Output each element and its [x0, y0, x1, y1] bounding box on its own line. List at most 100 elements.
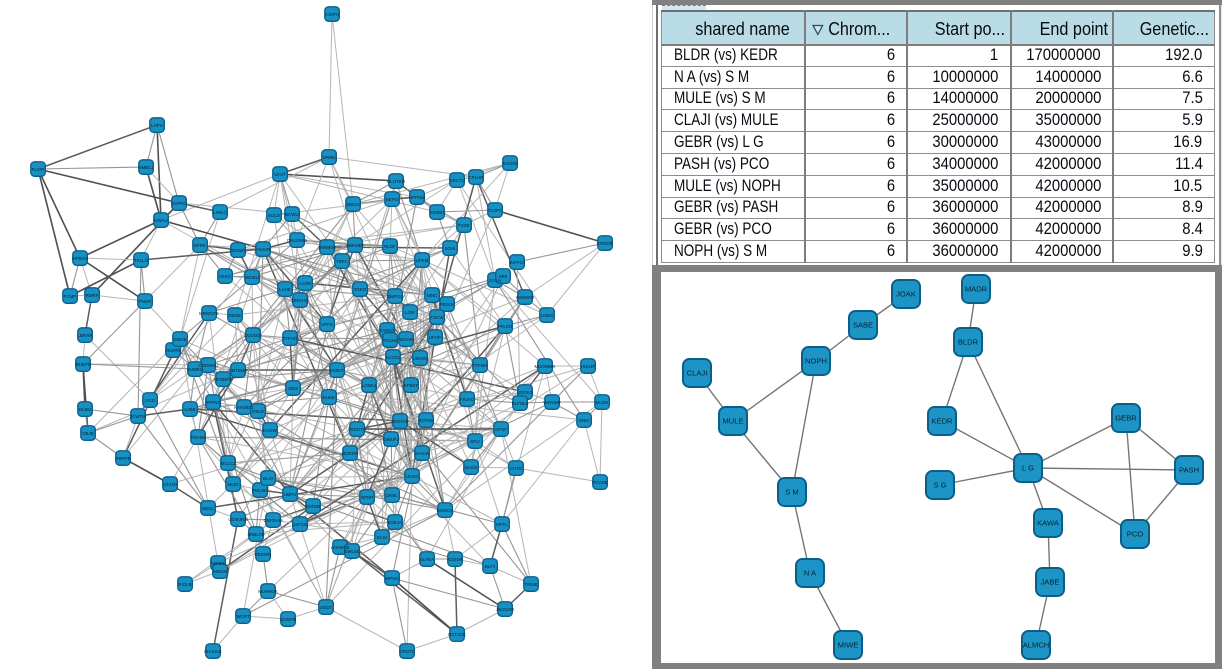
- svg-text:LAHE: LAHE: [279, 287, 291, 292]
- svg-text:BLHI: BLHI: [263, 476, 273, 481]
- svg-text:KAKWDG: KAKWDG: [234, 405, 254, 410]
- svg-text:KMIUT: KMIUT: [330, 368, 344, 373]
- svg-text:MFFL: MFFL: [496, 522, 508, 527]
- svg-text:MUOWMK: MUOWMK: [535, 364, 556, 369]
- svg-text:LJSK: LJSK: [405, 310, 416, 315]
- svg-text:EUKE: EUKE: [323, 395, 335, 400]
- svg-text:ALMCH: ALMCH: [1023, 641, 1050, 650]
- svg-text:PMUSKI: PMUSKI: [252, 488, 269, 493]
- svg-text:JOAK: JOAK: [896, 290, 916, 299]
- svg-text:JCWTW: JCWTW: [130, 414, 147, 419]
- svg-text:UPKM: UPKM: [416, 258, 429, 263]
- svg-text:TSCW: TSCW: [431, 315, 445, 320]
- svg-text:DKBL: DKBL: [386, 493, 398, 498]
- svg-text:WWMGR: WWMGR: [516, 295, 535, 300]
- svg-text:TGJPC: TGJPC: [488, 208, 502, 213]
- svg-text:MIWE: MIWE: [838, 641, 859, 650]
- svg-text:WOAR: WOAR: [399, 337, 413, 342]
- svg-text:GEBR: GEBR: [1115, 414, 1137, 423]
- svg-text:HPPDM: HPPDM: [409, 195, 425, 200]
- svg-text:UAALW: UAALW: [414, 451, 430, 456]
- svg-text:AJJW: AJJW: [299, 281, 311, 286]
- svg-text:UHJT: UHJT: [274, 172, 286, 177]
- svg-text:MRWCFE: MRWCFE: [199, 311, 219, 316]
- svg-text:NLDF: NLDF: [384, 244, 396, 249]
- svg-text:FRJAC: FRJAC: [460, 397, 474, 402]
- svg-text:OCTJOC: OCTJOC: [448, 632, 466, 637]
- svg-text:BCWU: BCWU: [285, 212, 298, 217]
- svg-text:DMTBMK: DMTBMK: [228, 368, 247, 373]
- svg-text:BLDR: BLDR: [958, 338, 979, 347]
- svg-text:S M: S M: [785, 488, 799, 497]
- svg-text:TKHSK: TKHSK: [191, 435, 206, 440]
- svg-text:DLBM: DLBM: [79, 407, 92, 412]
- svg-text:CLAJI: CLAJI: [687, 369, 708, 378]
- svg-text:LIWLO: LIWLO: [213, 210, 227, 215]
- svg-text:ELGI: ELGI: [377, 535, 387, 540]
- svg-text:TOEO: TOEO: [354, 287, 367, 292]
- svg-text:MUDK: MUDK: [596, 400, 609, 405]
- svg-text:KFBKT: KFBKT: [404, 383, 418, 388]
- svg-text:GBJD: GBJD: [82, 431, 94, 436]
- svg-text:PCODE: PCODE: [592, 480, 608, 485]
- svg-text:NOPH: NOPH: [805, 357, 827, 366]
- svg-text:MBCH: MBCH: [347, 202, 360, 207]
- svg-text:L G: L G: [1022, 464, 1034, 473]
- svg-text:LMDG: LMDG: [541, 313, 554, 318]
- svg-text:IJGD: IJGD: [145, 398, 155, 403]
- svg-text:DLFNLK: DLFNLK: [512, 401, 529, 406]
- svg-text:NEPO: NEPO: [386, 197, 399, 202]
- svg-text:WCRT: WCRT: [236, 614, 249, 619]
- svg-text:OSLR: OSLR: [252, 409, 264, 414]
- svg-text:EFRK: EFRK: [194, 243, 206, 248]
- svg-text:PCO: PCO: [1127, 530, 1144, 539]
- svg-text:FLIOP: FLIOP: [32, 167, 45, 172]
- svg-text:WOBU: WOBU: [245, 275, 259, 280]
- svg-text:MADR: MADR: [965, 285, 988, 294]
- svg-text:UOGKG: UOGKG: [517, 390, 534, 395]
- svg-text:BDRDK: BDRDK: [342, 451, 357, 456]
- svg-text:BATDB: BATDB: [306, 504, 320, 509]
- svg-text:JABE: JABE: [1041, 578, 1060, 587]
- svg-text:UFJJH: UFJJH: [163, 482, 176, 487]
- svg-text:ACCEL: ACCEL: [386, 355, 401, 360]
- svg-text:MUHNOK: MUHNOK: [258, 589, 278, 594]
- svg-text:KEDR: KEDR: [931, 417, 953, 426]
- svg-text:UWAU: UWAU: [154, 218, 167, 223]
- svg-text:N A: N A: [804, 569, 817, 578]
- svg-text:ONUONW: ONUONW: [287, 238, 308, 243]
- svg-text:MHIG: MHIG: [219, 274, 231, 279]
- svg-text:RIOLB: RIOLB: [178, 582, 191, 587]
- svg-text:SKOTAD: SKOTAD: [391, 419, 409, 424]
- svg-text:UIDS: UIDS: [288, 386, 299, 391]
- svg-text:PNMF: PNMF: [139, 299, 152, 304]
- svg-text:RCPNU: RCPNU: [418, 418, 434, 423]
- svg-text:FCMP: FCMP: [64, 294, 77, 299]
- svg-text:MULE: MULE: [722, 417, 743, 426]
- svg-text:TFFUO: TFFUO: [283, 336, 298, 341]
- svg-text:HSJUR: HSJUR: [256, 247, 271, 252]
- svg-text:NBOL: NBOL: [202, 506, 215, 511]
- svg-text:DRNN: DRNN: [323, 155, 336, 160]
- svg-text:MIJO: MIJO: [228, 482, 239, 487]
- svg-text:PASH: PASH: [1179, 466, 1199, 475]
- svg-text:GPNP: GPNP: [361, 495, 374, 500]
- svg-text:SLFEA: SLFEA: [420, 557, 434, 562]
- svg-text:PEDWH: PEDWH: [255, 552, 271, 557]
- svg-text:GBKMEF: GBKMEF: [346, 243, 365, 248]
- svg-text:PBJCK: PBJCK: [440, 302, 454, 307]
- svg-text:TEFC: TEFC: [336, 259, 347, 264]
- svg-text:CPLHR: CPLHR: [469, 175, 484, 180]
- svg-text:UFHP: UFHP: [429, 335, 441, 340]
- svg-text:PFLKO: PFLKO: [498, 324, 513, 329]
- svg-text:SABE: SABE: [853, 321, 873, 330]
- svg-text:SULD: SULD: [268, 213, 280, 218]
- svg-text:JUFPCJ: JUFPCJ: [509, 260, 525, 265]
- svg-text:NGNFL: NGNFL: [211, 561, 226, 566]
- svg-text:SRIJ: SRIJ: [470, 439, 480, 444]
- svg-text:LAKWOB: LAKWOB: [331, 545, 350, 550]
- svg-text:OWUFJ: OWUFJ: [383, 437, 399, 442]
- svg-text:TKLLG: TKLLG: [134, 258, 148, 263]
- svg-text:GPSF: GPSF: [495, 427, 507, 432]
- svg-text:PCUNC: PCUNC: [382, 338, 398, 343]
